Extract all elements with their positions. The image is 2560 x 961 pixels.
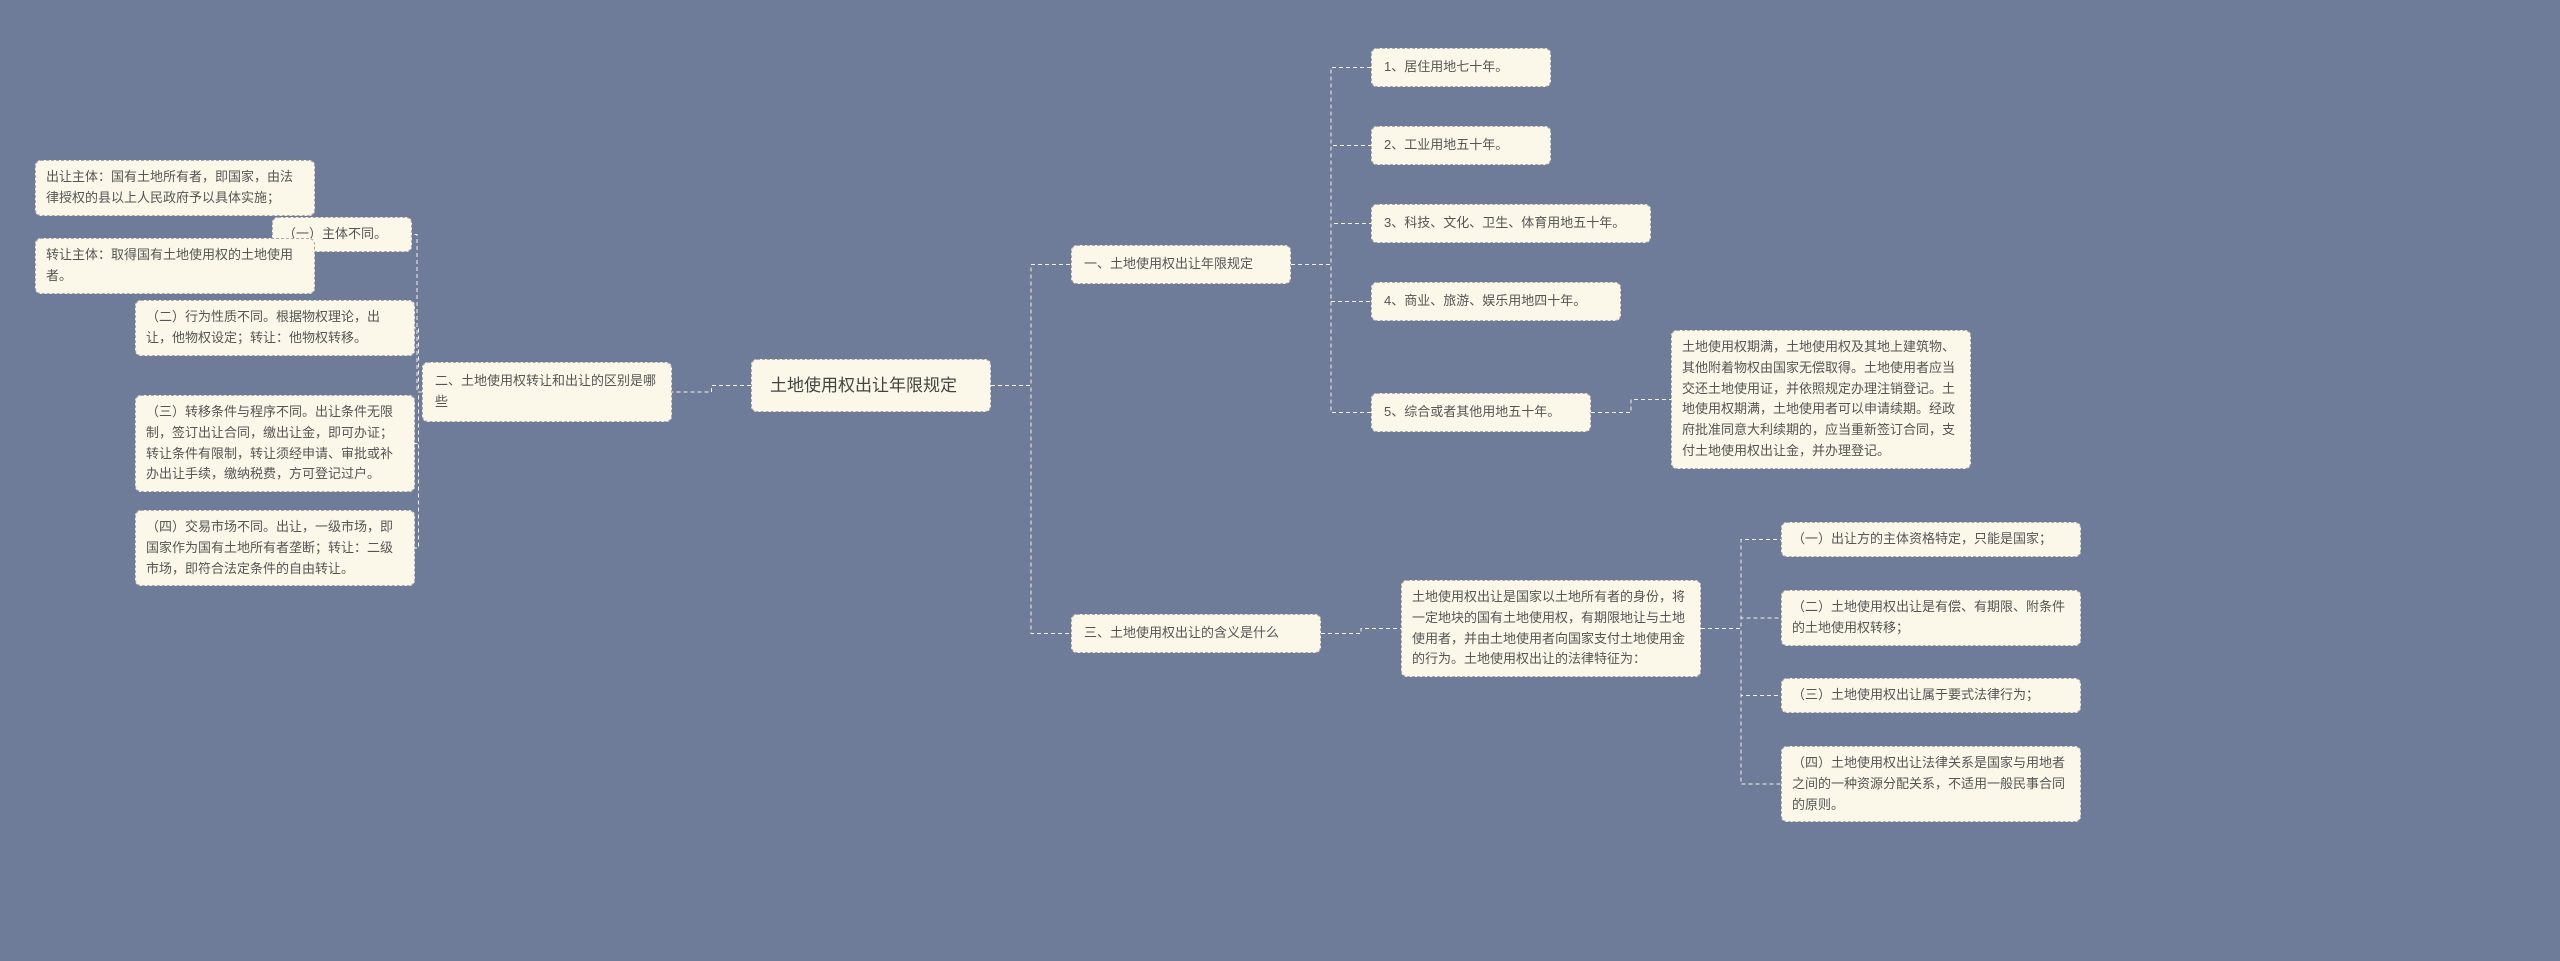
item-l211: 出让主体：国有土地所有者，即国家，由法律授权的县以上人民政府予以具体实施； bbox=[35, 160, 315, 216]
item-l22: （二）行为性质不同。根据物权理论，出让，他物权设定；转让：他物权转移。 bbox=[135, 300, 415, 356]
item-r31: （一）出让方的主体资格特定，只能是国家； bbox=[1781, 522, 2081, 557]
item-l24: （四）交易市场不同。出让，一级市场，即国家作为国有土地所有者垄断；转让：二级市场… bbox=[135, 510, 415, 586]
item-l23: （三）转移条件与程序不同。出让条件无限制，签订出让合同，缴出让金，即可办证；转让… bbox=[135, 395, 415, 492]
root-node: 土地使用权出让年限规定 bbox=[751, 359, 991, 412]
branch-2: 二、土地使用权转让和出让的区别是哪些 bbox=[422, 362, 672, 422]
item-r14: 4、商业、旅游、娱乐用地四十年。 bbox=[1371, 282, 1621, 321]
item-r11: 1、居住用地七十年。 bbox=[1371, 48, 1551, 87]
item-r12: 2、工业用地五十年。 bbox=[1371, 126, 1551, 165]
item-r13: 3、科技、文化、卫生、体育用地五十年。 bbox=[1371, 204, 1651, 243]
item-r15: 5、综合或者其他用地五十年。 bbox=[1371, 393, 1591, 432]
item-r32: （二）土地使用权出让是有偿、有期限、附条件的土地使用权转移； bbox=[1781, 590, 2081, 646]
branch-3-detail: 土地使用权出让是国家以土地所有者的身份，将一定地块的国有土地使用权，有期限地让与… bbox=[1401, 580, 1701, 677]
item-r33: （三）土地使用权出让属于要式法律行为； bbox=[1781, 678, 2081, 713]
item-l212: 转让主体：取得国有土地使用权的土地使用者。 bbox=[35, 238, 315, 294]
branch-3: 三、土地使用权出让的含义是什么 bbox=[1071, 614, 1321, 653]
item-1-5-detail: 土地使用权期满，土地使用权及其地上建筑物、其他附着物权由国家无偿取得。土地使用者… bbox=[1671, 330, 1971, 469]
branch-1: 一、土地使用权出让年限规定 bbox=[1071, 245, 1291, 284]
item-r34: （四）土地使用权出让法律关系是国家与用地者之间的一种资源分配关系，不适用一般民事… bbox=[1781, 746, 2081, 822]
